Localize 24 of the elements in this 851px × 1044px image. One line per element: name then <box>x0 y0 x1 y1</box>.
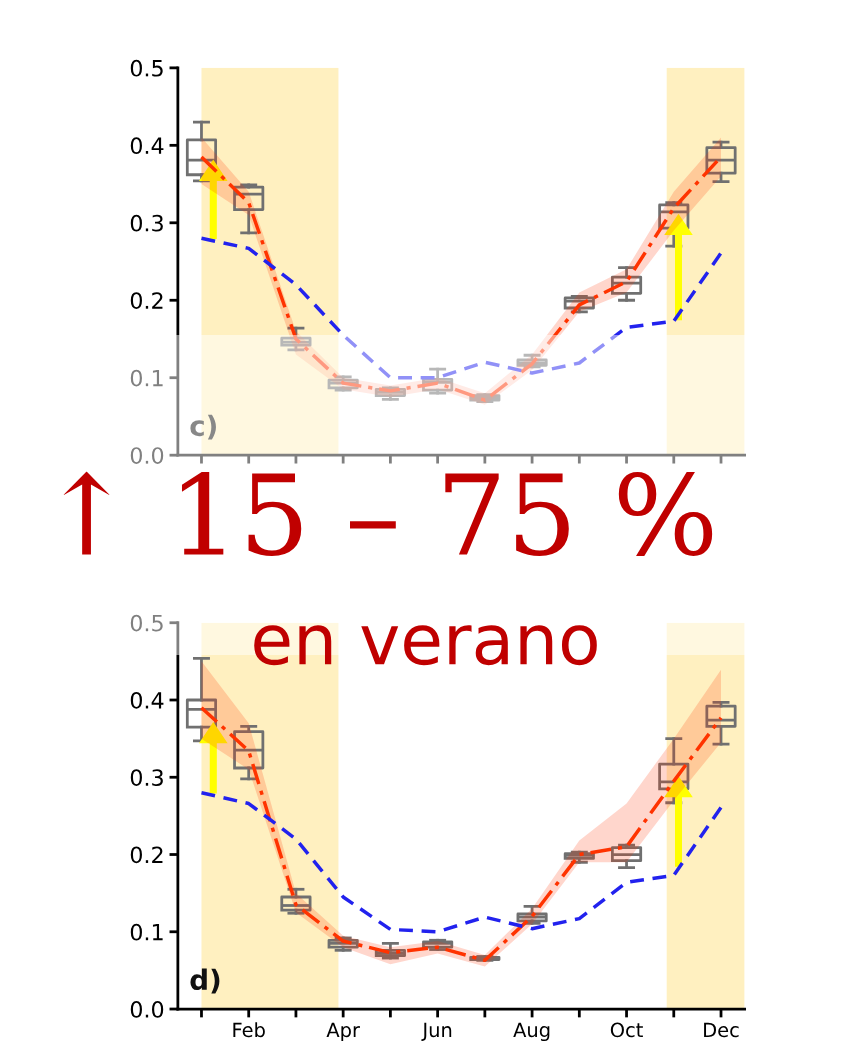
y-tick-label: 0.0 <box>130 1000 164 1018</box>
x-tick-label: Oct <box>610 1022 643 1038</box>
line-series <box>199 236 723 380</box>
x-tick-label: Jun <box>421 1022 452 1041</box>
x-tick-label: Feb <box>233 1022 265 1038</box>
y-tick-label: 0.1 <box>130 923 163 941</box>
y-tick-label: 0.5 <box>130 614 163 632</box>
x-tick-label: Aug <box>513 1022 550 1042</box>
x-tick-label: Apr <box>326 1022 360 1042</box>
y-tick-label: 0.0 <box>130 447 164 464</box>
y-tick-label: 0.5 <box>130 59 163 77</box>
annotation: d) <box>190 968 220 994</box>
annotation: en verano <box>254 625 597 666</box>
text: ↑ 15 – 75 % <box>63 471 713 557</box>
y-tick-label: 0.1 <box>130 369 163 387</box>
y-tick-label: 0.3 <box>130 769 163 787</box>
y-tick-label: 0.2 <box>130 846 163 864</box>
y-tick-label: 0.4 <box>130 137 164 155</box>
x-tick-label: Dec <box>704 1022 739 1038</box>
y-tick-label: 0.3 <box>130 214 163 232</box>
y-tick-label: 0.2 <box>130 292 163 310</box>
line-series <box>199 790 723 934</box>
y-tick-label: 0.4 <box>130 691 164 709</box>
annotation: c) <box>190 414 216 440</box>
